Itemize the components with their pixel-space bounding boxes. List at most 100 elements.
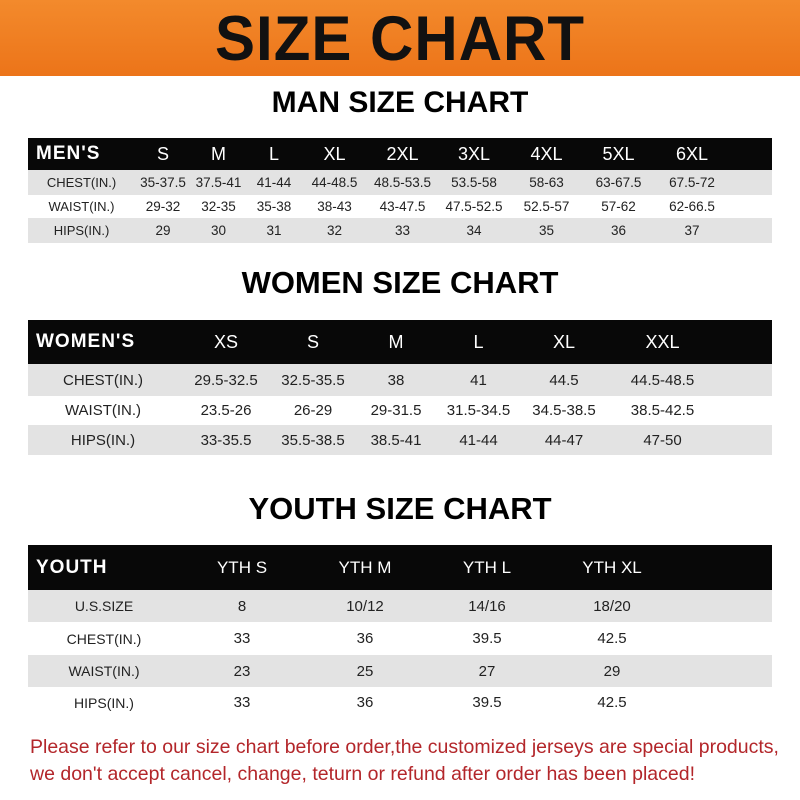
measurement-label: HIPS(IN.)	[53, 223, 110, 238]
measurement-value: 63-67.5	[595, 175, 642, 190]
measurement-value: 31.5-34.5	[446, 402, 511, 419]
measurement-value: 33-35.5	[200, 431, 252, 449]
measurement-value: 29-31.5	[370, 402, 422, 419]
measurement-value: 34	[466, 223, 482, 238]
size-header: XXL	[645, 331, 680, 352]
measurement-label: CHEST(IN.)	[66, 630, 142, 647]
size-header: YTH M	[338, 557, 392, 577]
size-header: XL	[552, 331, 576, 352]
banner-title: SIZE CHART	[215, 2, 585, 74]
measurement-value: 27	[478, 662, 496, 680]
measurement-value: 37.5-41	[195, 175, 242, 190]
category-label: WOMEN'S	[36, 331, 136, 352]
category-label: YOUTH	[36, 556, 108, 578]
measurement-value: 41-44	[459, 431, 498, 449]
measurement-value: 41-44	[256, 175, 292, 190]
size-header: XS	[213, 331, 238, 352]
table-row: U.S.SIZE 8 10/12 14/16 18/20	[28, 590, 772, 622]
measurement-label: WAIST(IN.)	[48, 199, 115, 214]
measurement-value: 34.5-38.5	[532, 402, 596, 419]
measurement-value: 14/16	[468, 597, 506, 615]
measurement-value: 44.5	[549, 371, 579, 389]
measurement-value: 29	[603, 662, 621, 680]
measurement-label: CHEST(IN.)	[63, 371, 143, 389]
size-header: S	[156, 143, 169, 164]
measurement-value: 23	[233, 662, 251, 680]
measurement-value: 32	[326, 223, 343, 238]
measurement-label: HIPS(IN.)	[70, 431, 136, 449]
size-header: XL	[323, 143, 346, 164]
measurement-value: 35	[538, 223, 555, 238]
banner: SIZE CHART	[0, 0, 800, 76]
measurement-value: 38.5-41	[370, 431, 422, 449]
size-header: M	[388, 331, 404, 352]
size-header: YTH L	[462, 557, 512, 577]
table-row: WAIST(IN.) 29-32 32-35 35-38 38-43 43-47.5 47.…	[28, 195, 772, 218]
table-row: HIPS(IN.) 33-35.5 35.5-38.5 38.5-41 41-44 44-…	[28, 425, 772, 455]
size-header: M	[211, 143, 226, 164]
women-section-title: WOMEN SIZE CHART	[241, 265, 559, 300]
size-header: S	[306, 331, 319, 352]
measurement-value: 38	[387, 371, 405, 389]
measurement-value: 25	[356, 662, 374, 680]
measurement-value: 42.5	[597, 694, 627, 711]
measurement-value: 41	[470, 371, 487, 389]
size-header: 6XL	[675, 143, 709, 164]
measurement-value: 35-37.5	[140, 175, 186, 190]
measurement-value: 35-38	[256, 199, 292, 214]
measurement-value: 57-62	[601, 199, 636, 214]
measurement-value: 33	[233, 630, 251, 647]
measurement-label: WAIST(IN.)	[64, 402, 142, 419]
measurement-value: 47.5-52.5	[445, 199, 503, 214]
measurement-value: 67.5-72	[669, 175, 715, 190]
women-size-table: WOMEN'S XS S M L XL XXL CHEST(IN.) 29.5-32.5 32.5…	[28, 320, 772, 455]
men-header-row: MEN'S S M L XL 2XL 3XL 4XL 5XL 6XL	[28, 138, 772, 170]
size-header: YTH XL	[582, 557, 642, 577]
measurement-value: 53.5-58	[451, 175, 497, 190]
measurement-label: U.S.SIZE	[74, 598, 134, 614]
measurement-label: WAIST(IN.)	[68, 663, 140, 679]
measurement-value: 48.5-53.5	[373, 175, 432, 190]
measurement-value: 35.5-38.5	[281, 431, 345, 449]
table-row: CHEST(IN.) 33 36 39.5 42.5	[28, 622, 772, 655]
measurement-value: 39.5	[472, 694, 502, 711]
measurement-value: 33	[394, 223, 411, 238]
measurement-value: 38.5-42.5	[630, 402, 695, 419]
table-row: HIPS(IN.) 33 36 39.5 42.5	[28, 687, 772, 718]
measurement-value: 10/12	[346, 597, 384, 615]
measurement-value: 32-35	[201, 199, 236, 214]
table-row: CHEST(IN.) 35-37.5 37.5-41 41-44 44-48.5 48.5…	[28, 170, 772, 195]
measurement-value: 29	[155, 223, 171, 238]
category-label: MEN'S	[36, 143, 101, 164]
measurement-value: 42.5	[597, 630, 627, 647]
measurement-value: 18/20	[593, 597, 631, 615]
measurement-value: 39.5	[472, 630, 502, 647]
measurement-value: 36	[610, 223, 627, 238]
youth-section-title: YOUTH SIZE CHART	[248, 491, 552, 526]
measurement-value: 31	[266, 223, 282, 238]
measurement-value: 36	[356, 694, 374, 711]
size-header: 5XL	[602, 143, 635, 164]
measurement-label: HIPS(IN.)	[74, 694, 134, 711]
women-header-row: WOMEN'S XS S M L XL XXL	[28, 320, 772, 364]
measurement-value: 8	[237, 597, 247, 615]
table-row: WAIST(IN.) 23 25 27 29	[28, 655, 772, 687]
size-header: 2XL	[386, 143, 419, 164]
size-header: YTH S	[216, 557, 268, 577]
size-header: 4XL	[530, 143, 563, 164]
measurement-value: 33	[233, 694, 251, 711]
measurement-value: 26-29	[293, 402, 333, 419]
measurement-value: 30	[210, 223, 227, 238]
measurement-value: 36	[356, 630, 374, 647]
measurement-value: 29-32	[145, 199, 181, 214]
men-section-title: MAN SIZE CHART	[271, 86, 529, 119]
men-size-table: MEN'S S M L XL 2XL 3XL 4XL 5XL 6XL CHEST(IN.) 35-37…	[28, 138, 772, 243]
measurement-value: 38-43	[317, 199, 352, 214]
measurement-value: 37	[684, 223, 700, 238]
measurement-value: 29.5-32.5	[194, 371, 258, 389]
measurement-value: 52.5-57	[523, 199, 570, 214]
measurement-value: 43-47.5	[379, 199, 426, 214]
measurement-value: 44-48.5	[311, 175, 358, 190]
measurement-value: 44.5-48.5	[630, 371, 695, 389]
measurement-value: 58-63	[529, 175, 564, 190]
